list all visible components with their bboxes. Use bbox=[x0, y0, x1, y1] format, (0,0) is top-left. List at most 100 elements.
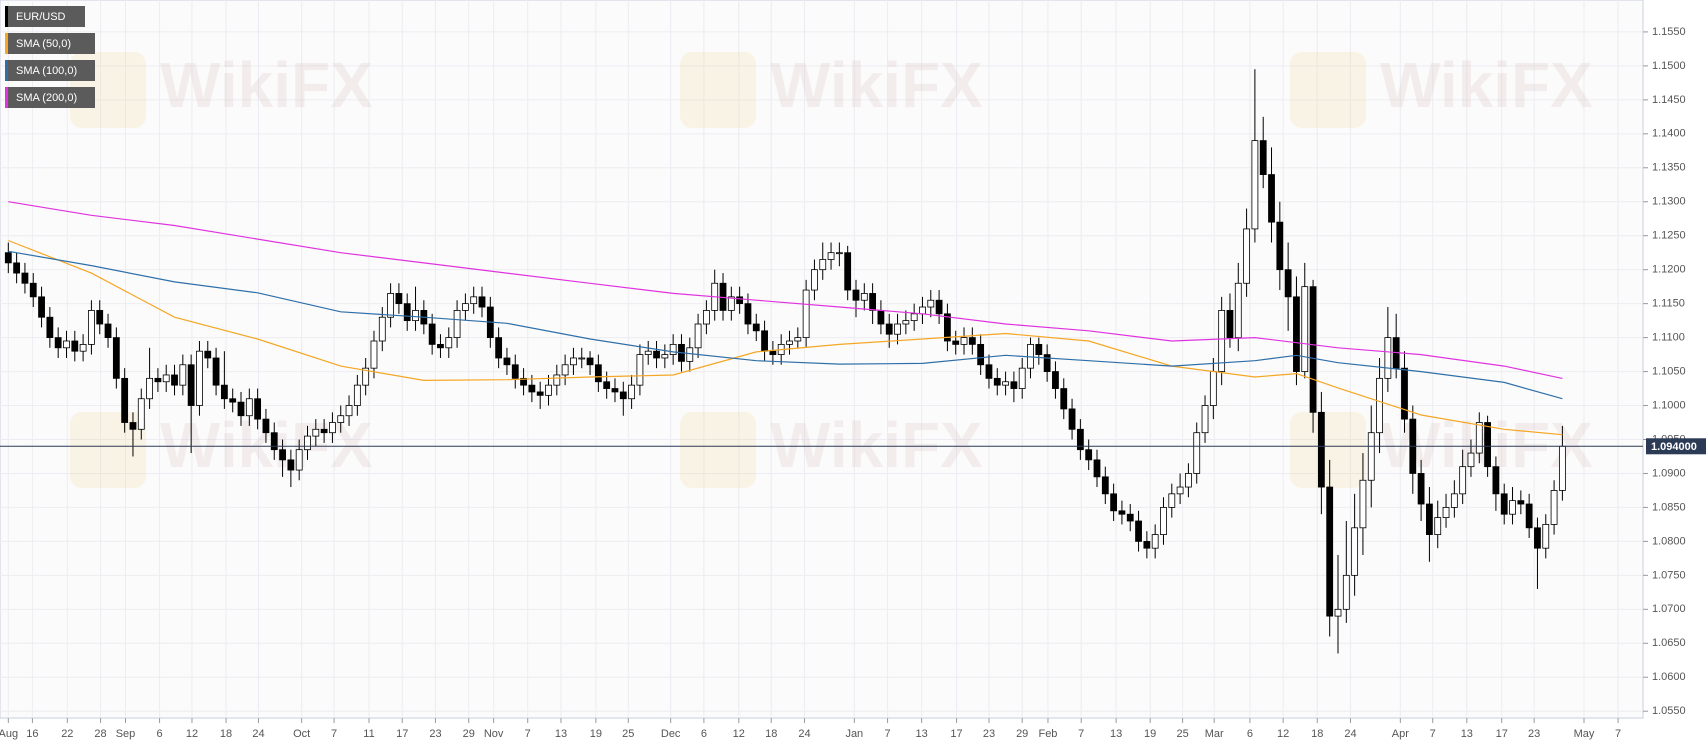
candle-body bbox=[1367, 432, 1375, 481]
y-tick-label: 1.0600 bbox=[1652, 671, 1686, 683]
candle-body bbox=[329, 422, 336, 434]
candle-body bbox=[653, 350, 660, 359]
candle-body bbox=[844, 252, 852, 291]
x-tick-label: 24 bbox=[1344, 728, 1356, 740]
candle-body bbox=[146, 377, 153, 400]
x-tick-label: 12 bbox=[733, 728, 745, 740]
x-tick-label: Mar bbox=[1205, 728, 1224, 740]
x-tick-label: Nov bbox=[484, 728, 504, 740]
candle-body bbox=[910, 313, 918, 322]
y-tick-label: 1.0700 bbox=[1652, 603, 1686, 615]
legend-swatch bbox=[5, 60, 8, 81]
candle-body bbox=[786, 340, 793, 345]
watermark: WikiFX bbox=[770, 49, 983, 121]
candle-body bbox=[71, 340, 79, 352]
x-tick-label: 29 bbox=[463, 728, 475, 740]
candle-body bbox=[63, 340, 70, 349]
candle-body bbox=[1110, 493, 1118, 512]
candle-body bbox=[478, 296, 486, 308]
candle-body bbox=[495, 337, 503, 359]
legend-box bbox=[5, 87, 95, 108]
candle-body bbox=[345, 405, 353, 417]
candle-body bbox=[312, 428, 320, 437]
watermark: WikiFX bbox=[770, 409, 983, 481]
candle-body bbox=[761, 330, 768, 352]
candle-body bbox=[919, 306, 926, 315]
candle-body bbox=[1317, 411, 1325, 488]
x-tick-label: 18 bbox=[1311, 728, 1323, 740]
candle-body bbox=[860, 293, 868, 301]
candle-body bbox=[819, 259, 827, 271]
candle-body bbox=[636, 354, 644, 386]
x-tick-label: 13 bbox=[555, 728, 567, 740]
y-tick-label: 1.0550 bbox=[1652, 705, 1686, 717]
legend-swatch bbox=[5, 87, 8, 108]
x-tick-label: Apr bbox=[1392, 728, 1409, 740]
watermark-logo bbox=[1290, 412, 1366, 488]
candle-body bbox=[1160, 507, 1167, 535]
candle-body bbox=[112, 337, 120, 379]
candle-body bbox=[129, 422, 137, 430]
candle-body bbox=[586, 357, 594, 366]
x-tick-label: 12 bbox=[1277, 728, 1289, 740]
candle-body bbox=[1268, 174, 1275, 223]
candle-body bbox=[1434, 517, 1442, 535]
candle-body bbox=[1426, 503, 1433, 535]
candle-body bbox=[295, 449, 303, 471]
y-tick-label: 1.1200 bbox=[1652, 264, 1686, 276]
candle-body bbox=[1517, 500, 1525, 505]
legend-box bbox=[5, 60, 95, 81]
candle-body bbox=[1234, 282, 1242, 339]
candle-body bbox=[902, 320, 910, 325]
x-tick-label: 13 bbox=[1461, 728, 1473, 740]
candle-body bbox=[1010, 381, 1018, 389]
candle-body bbox=[1467, 452, 1475, 468]
candle-body bbox=[1135, 520, 1142, 542]
candle-body bbox=[1301, 286, 1309, 372]
x-tick-label: 18 bbox=[220, 728, 232, 740]
candle-body bbox=[619, 391, 627, 400]
x-tick-label: Dec bbox=[661, 728, 681, 740]
candle-body bbox=[4, 252, 12, 264]
candle-body bbox=[1251, 140, 1259, 230]
candle-body bbox=[1558, 445, 1566, 491]
candle-body bbox=[835, 252, 843, 255]
candle-body bbox=[985, 364, 993, 379]
candle-body bbox=[279, 449, 286, 461]
candle-body bbox=[1035, 343, 1043, 355]
candle-body bbox=[1542, 524, 1550, 549]
candle-body bbox=[702, 310, 710, 325]
candle-body bbox=[1509, 500, 1516, 515]
candle-body bbox=[1459, 466, 1467, 495]
candle-body bbox=[661, 354, 669, 359]
plot-area bbox=[0, 0, 1644, 719]
candle-body bbox=[1484, 422, 1491, 468]
candle-body bbox=[1293, 296, 1300, 372]
candle-body bbox=[528, 384, 536, 393]
candle-body bbox=[353, 384, 361, 406]
candle-body bbox=[869, 293, 877, 311]
candle-body bbox=[935, 299, 943, 315]
x-tick-label: 11 bbox=[363, 728, 374, 740]
x-tick-label: Oct bbox=[293, 728, 310, 740]
y-tick-label: 1.0750 bbox=[1652, 569, 1686, 581]
candle-body bbox=[154, 377, 162, 383]
y-tick-label: 1.1350 bbox=[1652, 162, 1686, 174]
candle-body bbox=[1093, 459, 1101, 478]
legend-box bbox=[5, 6, 85, 27]
candle-body bbox=[503, 357, 511, 366]
x-tick-label: 7 bbox=[1430, 728, 1436, 740]
x-tick-label: 17 bbox=[396, 728, 408, 740]
candle-body bbox=[1209, 371, 1217, 406]
x-tick-label: 7 bbox=[1078, 728, 1084, 740]
x-tick-label: 7 bbox=[331, 728, 337, 740]
y-tick-label: 1.0850 bbox=[1652, 501, 1686, 513]
candle-body bbox=[1076, 428, 1084, 451]
candle-body bbox=[1218, 310, 1226, 372]
legend-swatch bbox=[5, 33, 8, 54]
candle-body bbox=[603, 381, 611, 389]
candle-body bbox=[1126, 513, 1134, 522]
candle-body bbox=[412, 310, 419, 322]
candle-body bbox=[337, 415, 345, 423]
candle-body bbox=[960, 337, 968, 345]
